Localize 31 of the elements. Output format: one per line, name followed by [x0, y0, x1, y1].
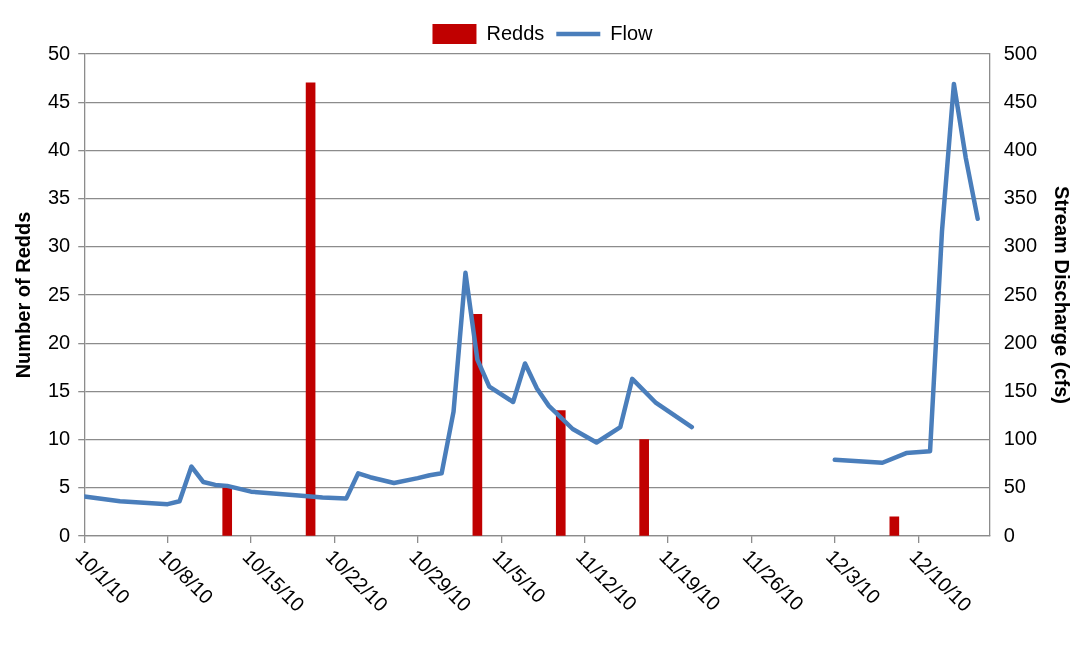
y2-tick-label: 200 — [1003, 330, 1038, 353]
legend-label: Flow — [610, 21, 654, 44]
y2-axis-title: Stream Discharge (cfs) — [1051, 186, 1074, 404]
bar — [222, 487, 233, 536]
y-tick-label: 15 — [48, 378, 71, 401]
y2-tick-label: 150 — [1003, 378, 1038, 401]
bar — [555, 410, 566, 536]
y-tick-label: 25 — [48, 282, 71, 305]
legend-label: Redds — [486, 21, 545, 44]
y-tick-label: 45 — [48, 89, 71, 112]
y2-tick-label: 350 — [1003, 186, 1038, 209]
y-tick-label: 0 — [59, 523, 71, 546]
bar — [889, 516, 900, 536]
bar — [639, 439, 649, 536]
y-tick-label: 30 — [48, 234, 71, 257]
y2-tick-label: 250 — [1003, 282, 1038, 305]
y-tick-label: 10 — [48, 427, 71, 450]
y2-tick-label: 500 — [1003, 41, 1038, 64]
y-tick-label: 35 — [48, 186, 71, 209]
y2-tick-label: 450 — [1003, 89, 1038, 112]
bar — [305, 82, 316, 536]
y2-tick-label: 300 — [1003, 234, 1038, 257]
y-tick-label: 5 — [59, 475, 71, 498]
y-tick-label: 20 — [48, 330, 71, 353]
y2-tick-label: 100 — [1003, 427, 1038, 450]
y-tick-label: 50 — [48, 41, 71, 64]
y-tick-label: 40 — [48, 137, 71, 160]
y2-tick-label: 50 — [1003, 475, 1026, 498]
y2-tick-label: 400 — [1003, 137, 1038, 160]
y-axis-title: Number of Redds — [11, 211, 34, 379]
y2-tick-label: 0 — [1003, 523, 1015, 546]
